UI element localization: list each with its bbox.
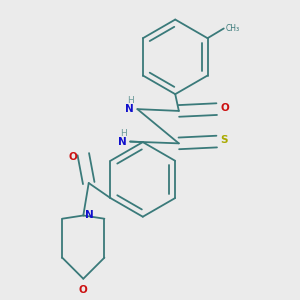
- Text: CH₃: CH₃: [225, 24, 239, 33]
- Text: N: N: [125, 104, 134, 114]
- Text: O: O: [220, 103, 229, 112]
- Text: H: H: [128, 96, 134, 105]
- Text: S: S: [220, 135, 228, 145]
- Text: N: N: [118, 136, 127, 147]
- Text: O: O: [68, 152, 77, 162]
- Text: N: N: [85, 211, 94, 220]
- Text: H: H: [120, 129, 127, 138]
- Text: O: O: [79, 285, 88, 295]
